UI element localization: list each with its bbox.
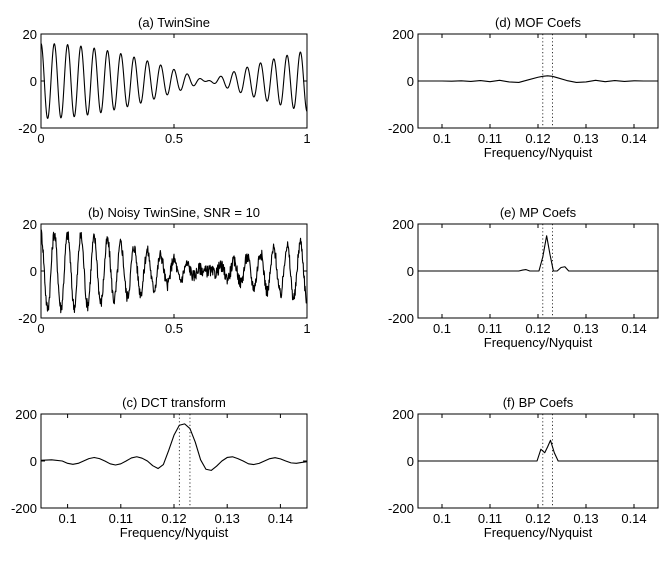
- y-tick-label: 0: [30, 74, 37, 89]
- x-tick-label: 0.12: [525, 511, 550, 526]
- panel-title: (c) DCT transform: [122, 395, 226, 410]
- x-tick-label: 0.1: [433, 131, 451, 146]
- series-line: [418, 439, 658, 462]
- panel-title: (b) Noisy TwinSine, SNR = 10: [88, 205, 260, 220]
- axes-box: [40, 33, 308, 129]
- panel-d: (d) MOF Coefs 0.1 0.11 0.12 0.13 0.14 -200 0 200…: [388, 15, 659, 160]
- y-tick-label: 0: [407, 454, 414, 469]
- panel-f: (f) BP Coefs 0.1 0.11 0.12 0.13 0.14 -200 0 200 F…: [388, 395, 659, 540]
- x-axis-label: Frequency/Nyquist: [484, 335, 593, 350]
- y-tick-label: -200: [388, 311, 414, 326]
- x-tick-label: 0.14: [268, 511, 293, 526]
- x-tick-label: 0.1: [433, 321, 451, 336]
- y-tick-label: 20: [23, 217, 37, 232]
- x-axis-label: Frequency/Nyquist: [484, 525, 593, 540]
- x-axis-label: Frequency/Nyquist: [484, 145, 593, 160]
- panel-title: (a) TwinSine: [138, 15, 210, 30]
- x-tick-label: 0.12: [525, 131, 550, 146]
- x-tick-label: 0.12: [161, 511, 186, 526]
- x-tick-label: 0.11: [478, 321, 502, 336]
- y-tick-label: -20: [18, 311, 37, 326]
- series-line: [41, 43, 307, 119]
- x-tick-label: 0.11: [478, 511, 502, 526]
- y-tick-label: -200: [11, 501, 37, 516]
- x-tick-label: 0.14: [621, 131, 646, 146]
- x-tick-label: 0.13: [573, 321, 598, 336]
- x-tick-label: 0.11: [478, 131, 502, 146]
- series-line: [41, 229, 307, 314]
- y-tick-label: 20: [23, 27, 37, 42]
- x-tick-label: 0.13: [573, 131, 598, 146]
- x-tick-label: 0.14: [621, 321, 646, 336]
- y-tick-label: 0: [407, 74, 414, 89]
- y-tick-label: -20: [18, 121, 37, 136]
- y-tick-label: 200: [392, 407, 414, 422]
- panel-title: (e) MP Coefs: [500, 205, 577, 220]
- x-tick-label: 0: [37, 131, 44, 146]
- axes-box: [40, 413, 308, 509]
- x-tick-label: 0.1: [433, 511, 451, 526]
- x-tick-label: 0.11: [109, 511, 133, 526]
- x-tick-label: 0.13: [215, 511, 240, 526]
- x-axis-label: Frequency/Nyquist: [120, 525, 229, 540]
- x-tick-label: 0.14: [621, 511, 646, 526]
- panel-c: (c) DCT transform 0.1 0.11 0.12 0.13 0.14 -200…: [11, 395, 308, 540]
- x-tick-label: 0.5: [165, 321, 183, 336]
- y-tick-label: -200: [388, 121, 414, 136]
- x-tick-label: 0.13: [573, 511, 598, 526]
- y-tick-label: 200: [15, 407, 37, 422]
- series-line: [41, 423, 307, 471]
- y-tick-label: 0: [30, 264, 37, 279]
- series-line: [418, 235, 658, 272]
- x-tick-label: 1: [303, 131, 310, 146]
- x-tick-label: 1: [303, 321, 310, 336]
- x-tick-label: 0.1: [59, 511, 77, 526]
- y-tick-label: 0: [30, 454, 37, 469]
- x-tick-label: 0.5: [165, 131, 183, 146]
- panel-title: (f) BP Coefs: [503, 395, 574, 410]
- panel-e: (e) MP Coefs 0.1 0.11 0.12 0.13 0.14 -200 0 200 F…: [388, 205, 659, 350]
- x-tick-label: 0: [37, 321, 44, 336]
- y-tick-label: 0: [407, 264, 414, 279]
- y-tick-label: 200: [392, 27, 414, 42]
- y-tick-label: 200: [392, 217, 414, 232]
- panel-title: (d) MOF Coefs: [495, 15, 581, 30]
- series-line: [418, 75, 658, 83]
- x-tick-label: 0.12: [525, 321, 550, 336]
- y-tick-label: -200: [388, 501, 414, 516]
